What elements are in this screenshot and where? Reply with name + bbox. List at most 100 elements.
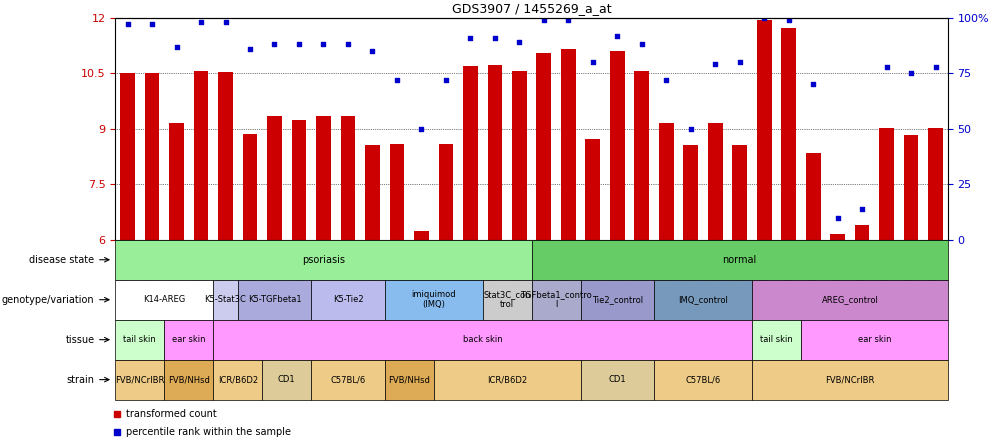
Text: tail skin: tail skin (760, 335, 792, 344)
Bar (414, 230, 428, 240)
Text: genotype/variation: genotype/variation (2, 295, 94, 305)
Bar (385, 360, 433, 400)
Text: strain: strain (66, 375, 94, 385)
Bar (927, 128, 942, 240)
Point (730, 59, 746, 66)
Point (756, 14, 772, 21)
Bar (854, 225, 869, 240)
Bar (316, 116, 331, 240)
Text: K5-Tie2: K5-Tie2 (333, 295, 363, 304)
Text: C57BL/6: C57BL/6 (330, 375, 365, 384)
Bar (438, 143, 453, 240)
Bar (365, 146, 380, 240)
Bar (757, 20, 771, 240)
Point (633, 41, 649, 48)
Bar (389, 143, 404, 240)
Bar (242, 134, 258, 240)
Bar (218, 72, 232, 240)
Point (462, 34, 478, 41)
Point (192, 19, 208, 26)
Bar (213, 320, 752, 360)
Bar (903, 135, 918, 240)
Bar (213, 360, 262, 400)
Bar (115, 360, 164, 400)
Text: K14-AREG: K14-AREG (143, 295, 185, 304)
Bar (262, 360, 311, 400)
Bar (164, 360, 213, 400)
Bar (781, 28, 796, 240)
Bar (511, 71, 526, 240)
Text: ear skin: ear skin (172, 335, 205, 344)
Bar (536, 53, 551, 240)
Bar (682, 146, 697, 240)
Bar (752, 320, 801, 360)
Point (682, 125, 698, 132)
Point (486, 34, 502, 41)
Point (413, 125, 429, 132)
Point (144, 21, 160, 28)
Point (389, 76, 405, 83)
Text: imiquimod
(IMQ): imiquimod (IMQ) (411, 290, 456, 309)
Point (560, 16, 576, 24)
Text: AREG_control: AREG_control (821, 295, 878, 304)
Point (241, 45, 258, 52)
Point (608, 32, 624, 39)
Point (780, 16, 796, 24)
Point (315, 41, 331, 48)
Bar (237, 280, 311, 320)
Text: FVB/NCrIBR: FVB/NCrIBR (825, 375, 874, 384)
Bar (193, 71, 208, 240)
Bar (801, 320, 947, 360)
Bar (311, 280, 385, 320)
Bar (115, 280, 213, 320)
Bar (144, 72, 159, 240)
Bar (531, 240, 947, 280)
Point (902, 70, 918, 77)
Bar (433, 360, 580, 400)
Bar (560, 49, 575, 240)
Point (364, 48, 380, 55)
Text: C57BL/6: C57BL/6 (684, 375, 719, 384)
Bar (292, 119, 306, 240)
Text: TGFbeta1_contro
l: TGFbeta1_contro l (520, 290, 591, 309)
Point (584, 59, 600, 66)
Bar (531, 280, 580, 320)
Bar (115, 320, 164, 360)
Bar (830, 234, 844, 240)
Text: back skin: back skin (462, 335, 502, 344)
Point (340, 41, 356, 48)
Bar (487, 65, 502, 240)
Bar (120, 72, 135, 240)
Text: ICR/B6D2: ICR/B6D2 (217, 375, 258, 384)
Bar (341, 116, 355, 240)
Bar (879, 128, 893, 240)
Bar (658, 123, 673, 240)
Text: percentile rank within the sample: percentile rank within the sample (126, 427, 291, 437)
Point (878, 63, 894, 70)
Bar (731, 146, 746, 240)
Point (535, 16, 551, 24)
Bar (115, 240, 531, 280)
Bar (805, 153, 820, 240)
Title: GDS3907 / 1455269_a_at: GDS3907 / 1455269_a_at (451, 2, 611, 15)
Point (706, 61, 722, 68)
Point (829, 214, 845, 221)
Text: ICR/B6D2: ICR/B6D2 (487, 375, 527, 384)
Text: FVB/NCrIBR: FVB/NCrIBR (115, 375, 164, 384)
Point (217, 19, 233, 26)
Point (119, 21, 135, 28)
Point (267, 41, 283, 48)
Text: CD1: CD1 (278, 375, 296, 384)
Bar (213, 280, 237, 320)
Bar (609, 51, 624, 240)
Bar (634, 71, 648, 240)
Point (854, 205, 870, 212)
Bar (752, 360, 947, 400)
Text: K5-TGFbeta1: K5-TGFbeta1 (247, 295, 301, 304)
Text: IMQ_control: IMQ_control (677, 295, 727, 304)
Text: FVB/NHsd: FVB/NHsd (388, 375, 430, 384)
Point (511, 39, 527, 46)
Text: Stat3C_con
trol: Stat3C_con trol (483, 290, 530, 309)
Point (657, 76, 673, 83)
Text: K5-Stat3C: K5-Stat3C (204, 295, 246, 304)
